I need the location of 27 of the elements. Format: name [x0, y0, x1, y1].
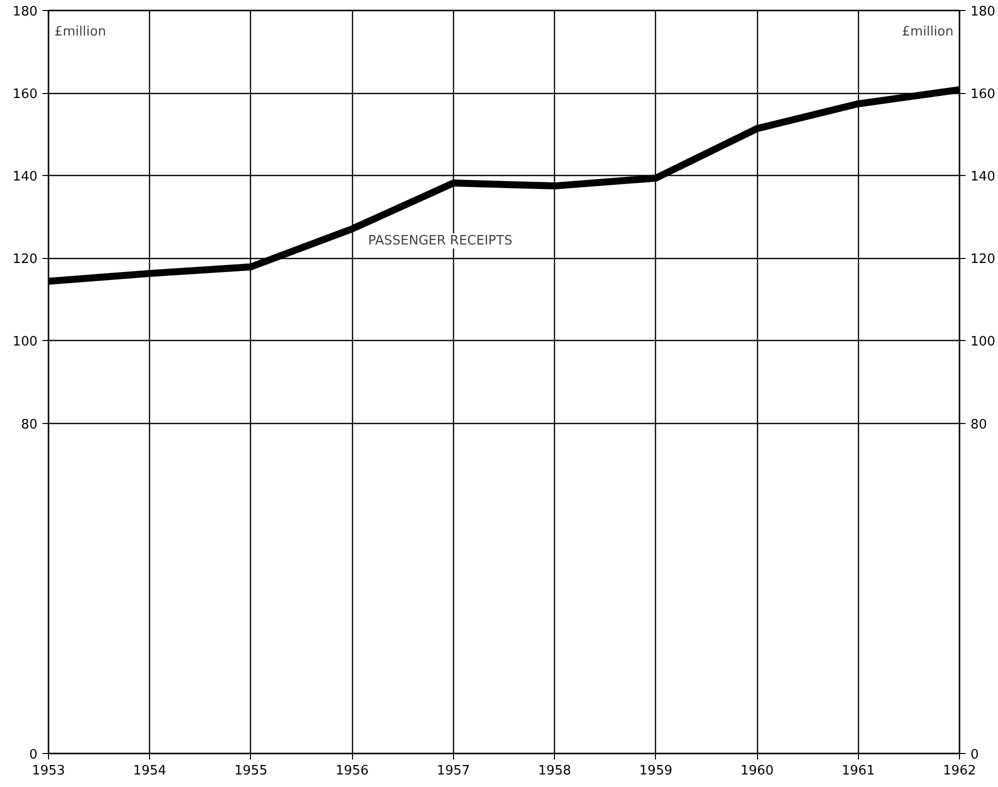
- y-tick-label: 160: [12, 87, 38, 102]
- y-tick-label: 80: [20, 417, 38, 432]
- x-tick-label: 1962: [942, 764, 976, 778]
- x-tick-label: 1955: [234, 764, 268, 778]
- y2-tick-label: 140: [970, 170, 996, 185]
- x-tick-label: 1959: [639, 764, 672, 778]
- y2-tick-label: 80: [970, 417, 988, 432]
- y2-tick-label: 100: [970, 334, 996, 350]
- x-tick-label: 1960: [740, 764, 774, 778]
- y2-tick-label: 120: [970, 252, 996, 268]
- y2-tick-label: 160: [970, 87, 996, 102]
- y-tick-label: 100: [12, 334, 38, 350]
- x-tick-label: 1953: [32, 764, 66, 778]
- x-tick-label: 1961: [842, 764, 875, 778]
- x-tick-label: 1957: [436, 764, 470, 778]
- y-tick-label: 180: [12, 4, 38, 20]
- y-tick-label: 0: [29, 748, 38, 762]
- x-tick-label: 1956: [336, 764, 369, 778]
- y2-axis-title: £million: [902, 24, 954, 40]
- x-tick-label: 1954: [133, 764, 166, 778]
- y-tick-label: 140: [12, 170, 38, 185]
- y-axis-title: £million: [54, 24, 106, 40]
- y2-tick-label: 180: [970, 4, 996, 20]
- y2-tick-label: 0: [970, 748, 979, 762]
- y-tick-label: 120: [12, 252, 38, 268]
- annotation: PASSENGER RECEIPTS: [368, 233, 512, 248]
- x-tick-label: 1958: [538, 764, 572, 778]
